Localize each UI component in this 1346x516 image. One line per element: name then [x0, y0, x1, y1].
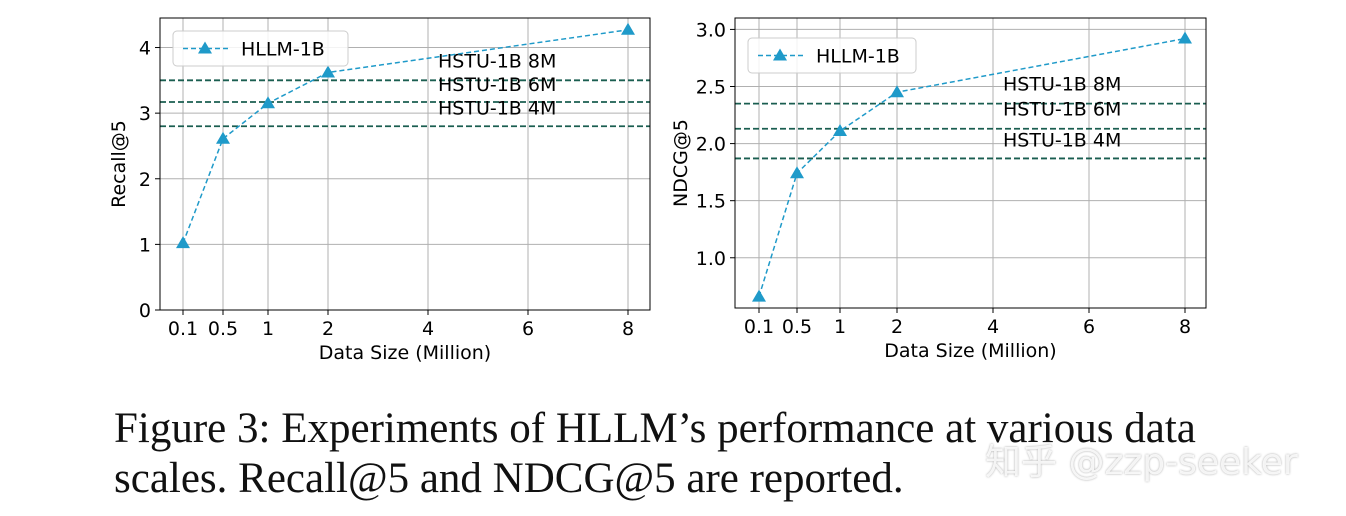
- reference-line-label: HSTU-1B 6M: [438, 74, 556, 96]
- y-tick-label: 2: [139, 169, 151, 191]
- legend-triangle-icon: [198, 41, 212, 54]
- legend-triangle-icon: [773, 48, 787, 61]
- series-line: [758, 37, 1186, 297]
- y-tick-label: 2.5: [696, 77, 726, 99]
- reference-line-label: HSTU-1B 4M: [438, 97, 556, 119]
- plot-frame: [159, 17, 651, 311]
- data-point-triangle: [1178, 31, 1192, 44]
- data-point-triangle: [790, 166, 804, 179]
- x-tick-label: 6: [522, 318, 534, 340]
- figure-caption: Figure 3: Experiments of HLLM’s performa…: [114, 405, 1196, 502]
- x-axis-label: Data Size (Million): [884, 340, 1056, 362]
- x-tick-label: 1: [834, 316, 846, 338]
- y-tick-label: 1.5: [696, 191, 726, 213]
- data-point-triangle: [216, 131, 230, 144]
- chart-2: 0.1 0.5 1 2 4 6 8 1.0 1.5 2.0 2.5 3.0 HSTU-1B 8M HSTU…: [670, 17, 1207, 362]
- data-point-triangle: [752, 289, 766, 302]
- y-tick-label: 3: [139, 103, 151, 125]
- data-point-triangle: [176, 236, 190, 249]
- x-tick-label: 2: [322, 318, 334, 340]
- x-tick-label: 4: [987, 316, 999, 338]
- reference-line-label: HSTU-1B 6M: [1003, 99, 1121, 121]
- x-tick-label: 0.5: [208, 318, 238, 340]
- reference-line-label: HSTU-1B 8M: [1003, 74, 1121, 96]
- data-point-triangle: [261, 96, 275, 109]
- legend: HLLM-1B: [747, 37, 917, 74]
- x-tick-label: 0.5: [782, 316, 812, 338]
- data-point-triangle: [621, 22, 635, 35]
- x-tick-label: 0.1: [168, 318, 198, 340]
- x-tick-label: 2: [891, 316, 903, 338]
- y-tick-label: 3.0: [696, 19, 726, 41]
- legend: HLLM-1B: [172, 30, 349, 67]
- y-tick-label: 4: [139, 38, 151, 60]
- legend-box: [172, 30, 349, 67]
- x-tick-label: 0.1: [744, 316, 774, 338]
- data-point-triangle: [833, 124, 847, 137]
- x-tick-label: 6: [1083, 316, 1095, 338]
- legend-label: HLLM-1B: [241, 39, 325, 61]
- y-tick-label: 1.0: [696, 248, 726, 270]
- watermark: 知乎 @zzp-seeker: [985, 442, 1298, 483]
- y-tick-label: 2.0: [696, 134, 726, 156]
- y-tick-label: 0: [139, 300, 151, 322]
- legend-box: [747, 37, 917, 74]
- x-axis-label: Data Size (Million): [319, 342, 491, 364]
- y-tick-label: 1: [139, 234, 151, 256]
- x-tick-label: 1: [262, 318, 274, 340]
- data-point-triangle: [321, 65, 335, 78]
- x-tick-label: 8: [622, 318, 634, 340]
- x-tick-label: 8: [1179, 316, 1191, 338]
- x-tick-label: 4: [422, 318, 434, 340]
- plot-frame: [734, 17, 1207, 309]
- reference-line-label: HSTU-1B 8M: [438, 50, 556, 72]
- y-axis-label: Recall@5: [108, 120, 130, 208]
- legend-label: HLLM-1B: [816, 46, 900, 68]
- y-axis-label: NDCG@5: [670, 119, 692, 207]
- data-point-triangle: [890, 85, 904, 98]
- reference-line-label: HSTU-1B 4M: [1003, 129, 1121, 151]
